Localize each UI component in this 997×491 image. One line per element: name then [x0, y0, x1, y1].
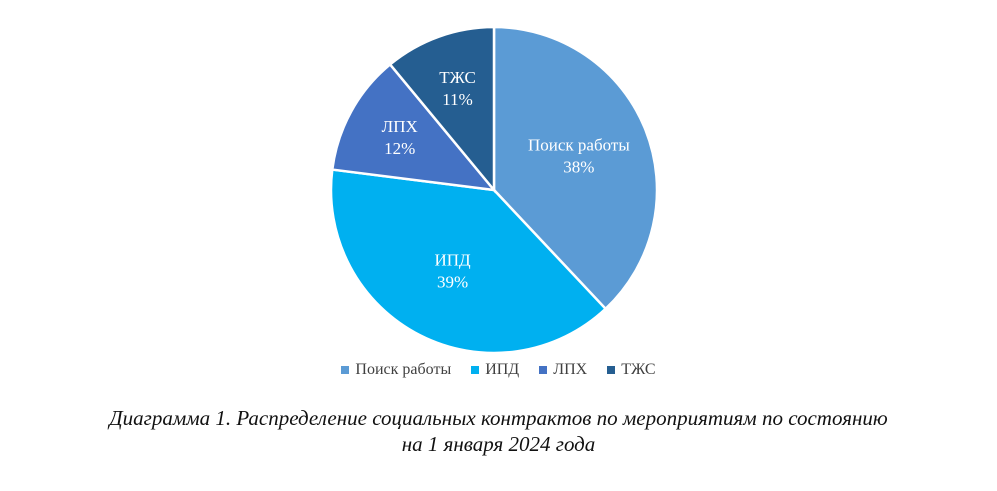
figure-caption: Диаграмма 1. Распределение социальных ко… — [0, 405, 997, 457]
legend-label-2: ЛПХ — [553, 361, 588, 378]
chart-legend: Поиск работы ИПД ЛПХ ТЖС — [0, 361, 997, 379]
slice-value-label-1: 39% — [437, 272, 468, 291]
legend-item-2: ЛПХ — [539, 361, 587, 379]
legend-swatch-1 — [471, 366, 480, 374]
slice-value-label-2: 12% — [384, 139, 415, 158]
slice-category-label-3: ТЖС — [439, 68, 476, 87]
slice-category-label-1: ИПД — [434, 250, 471, 269]
legend-item-3: ТЖС — [607, 361, 656, 379]
slice-category-label-2: ЛПХ — [382, 117, 418, 136]
legend-label-0: Поиск работы — [355, 361, 452, 378]
legend-swatch-3 — [607, 366, 616, 374]
legend-item-1: ИПД — [471, 361, 519, 379]
pie-slice-3 — [388, 25, 496, 194]
legend-item-0: Поиск работы — [341, 361, 451, 379]
pie-slice-1 — [329, 168, 608, 355]
pie-slice-0 — [492, 25, 659, 311]
legend-label-3: ТЖС — [621, 361, 656, 378]
legend-label-1: ИПД — [485, 361, 520, 378]
pie-chart: Поиск работы 38% ИПД 39% ЛПХ 12% ТЖС 11% — [329, 25, 659, 355]
slice-category-label-0: Поиск работы — [528, 135, 630, 154]
caption-line-2: на 1 января 2024 года — [401, 432, 596, 456]
slice-value-label-0: 38% — [563, 157, 594, 176]
caption-line-1: Диаграмма 1. Распределение социальных ко… — [109, 406, 888, 430]
slice-value-label-3: 11% — [442, 90, 473, 109]
legend-swatch-2 — [539, 366, 548, 374]
pie-slice-2 — [330, 62, 497, 192]
legend-swatch-0 — [341, 366, 350, 374]
